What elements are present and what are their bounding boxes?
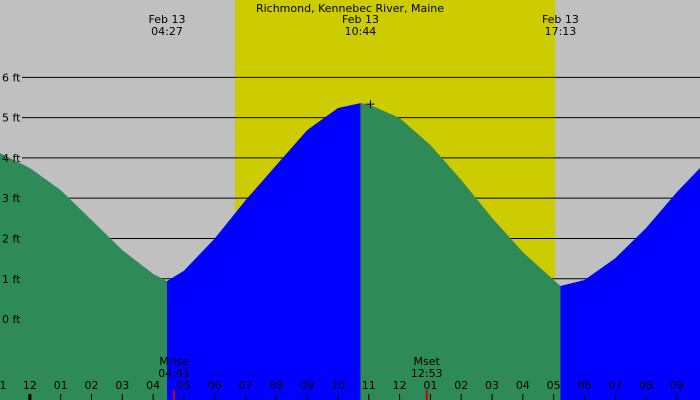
y-tick-label: 3 ft (2, 192, 21, 205)
moon-time: 04:41 (158, 367, 190, 380)
x-tick-label: 1 (0, 379, 7, 392)
x-tick-label: 02 (85, 379, 99, 392)
x-tick-label: 04 (146, 379, 160, 392)
y-tick-label: 5 ft (2, 112, 21, 125)
x-tick-label: 05 (547, 379, 561, 392)
x-tick-label: 06 (577, 379, 591, 392)
x-tick-label: 03 (115, 379, 129, 392)
x-tick-label: 05 (177, 379, 191, 392)
y-tick-label: 4 ft (2, 152, 21, 165)
peak-marker (366, 100, 375, 109)
event-date: Feb 13 (148, 13, 185, 26)
event-time: 04:27 (151, 25, 183, 38)
chart-title: Richmond, Kennebec River, Maine (256, 2, 444, 15)
x-tick-label: 07 (239, 379, 253, 392)
moon-label: Mrise (159, 355, 189, 368)
falling-tide-area (360, 103, 561, 400)
moon-time: 12:53 (411, 367, 443, 380)
moon-label: Mset (414, 355, 441, 368)
x-tick-label: 07 (608, 379, 622, 392)
y-tick-label: 2 ft (2, 232, 21, 245)
y-tick-label: 6 ft (2, 71, 21, 84)
x-tick-label: 04 (516, 379, 530, 392)
event-time: 17:13 (545, 25, 577, 38)
x-tick-label: 01 (423, 379, 437, 392)
rising-tide-area (166, 103, 361, 400)
x-tick-label: 09 (300, 379, 314, 392)
x-tick-label: 03 (485, 379, 499, 392)
x-tick-label: 12 (23, 379, 37, 392)
x-tick-label: 06 (208, 379, 222, 392)
x-tick-label: 01 (54, 379, 68, 392)
x-tick-label: 11 (362, 379, 376, 392)
x-tick-label: 12 (393, 379, 407, 392)
rising-tide-area (560, 167, 700, 400)
y-tick-label: 1 ft (2, 273, 21, 286)
event-date: Feb 13 (342, 13, 379, 26)
x-tick-label: 10 (331, 379, 345, 392)
x-tick-label: 08 (639, 379, 653, 392)
y-tick-label: 0 ft (2, 313, 21, 326)
falling-tide-area (0, 153, 167, 400)
event-time: 10:44 (345, 25, 377, 38)
x-tick-label: 02 (454, 379, 468, 392)
overlay: Richmond, Kennebec River, Maine 0 ft 1 ft… (0, 2, 684, 400)
x-tick-label: 09 (670, 379, 684, 392)
x-tick-label: 08 (269, 379, 283, 392)
plot (0, 103, 700, 400)
event-date: Feb 13 (542, 13, 579, 26)
